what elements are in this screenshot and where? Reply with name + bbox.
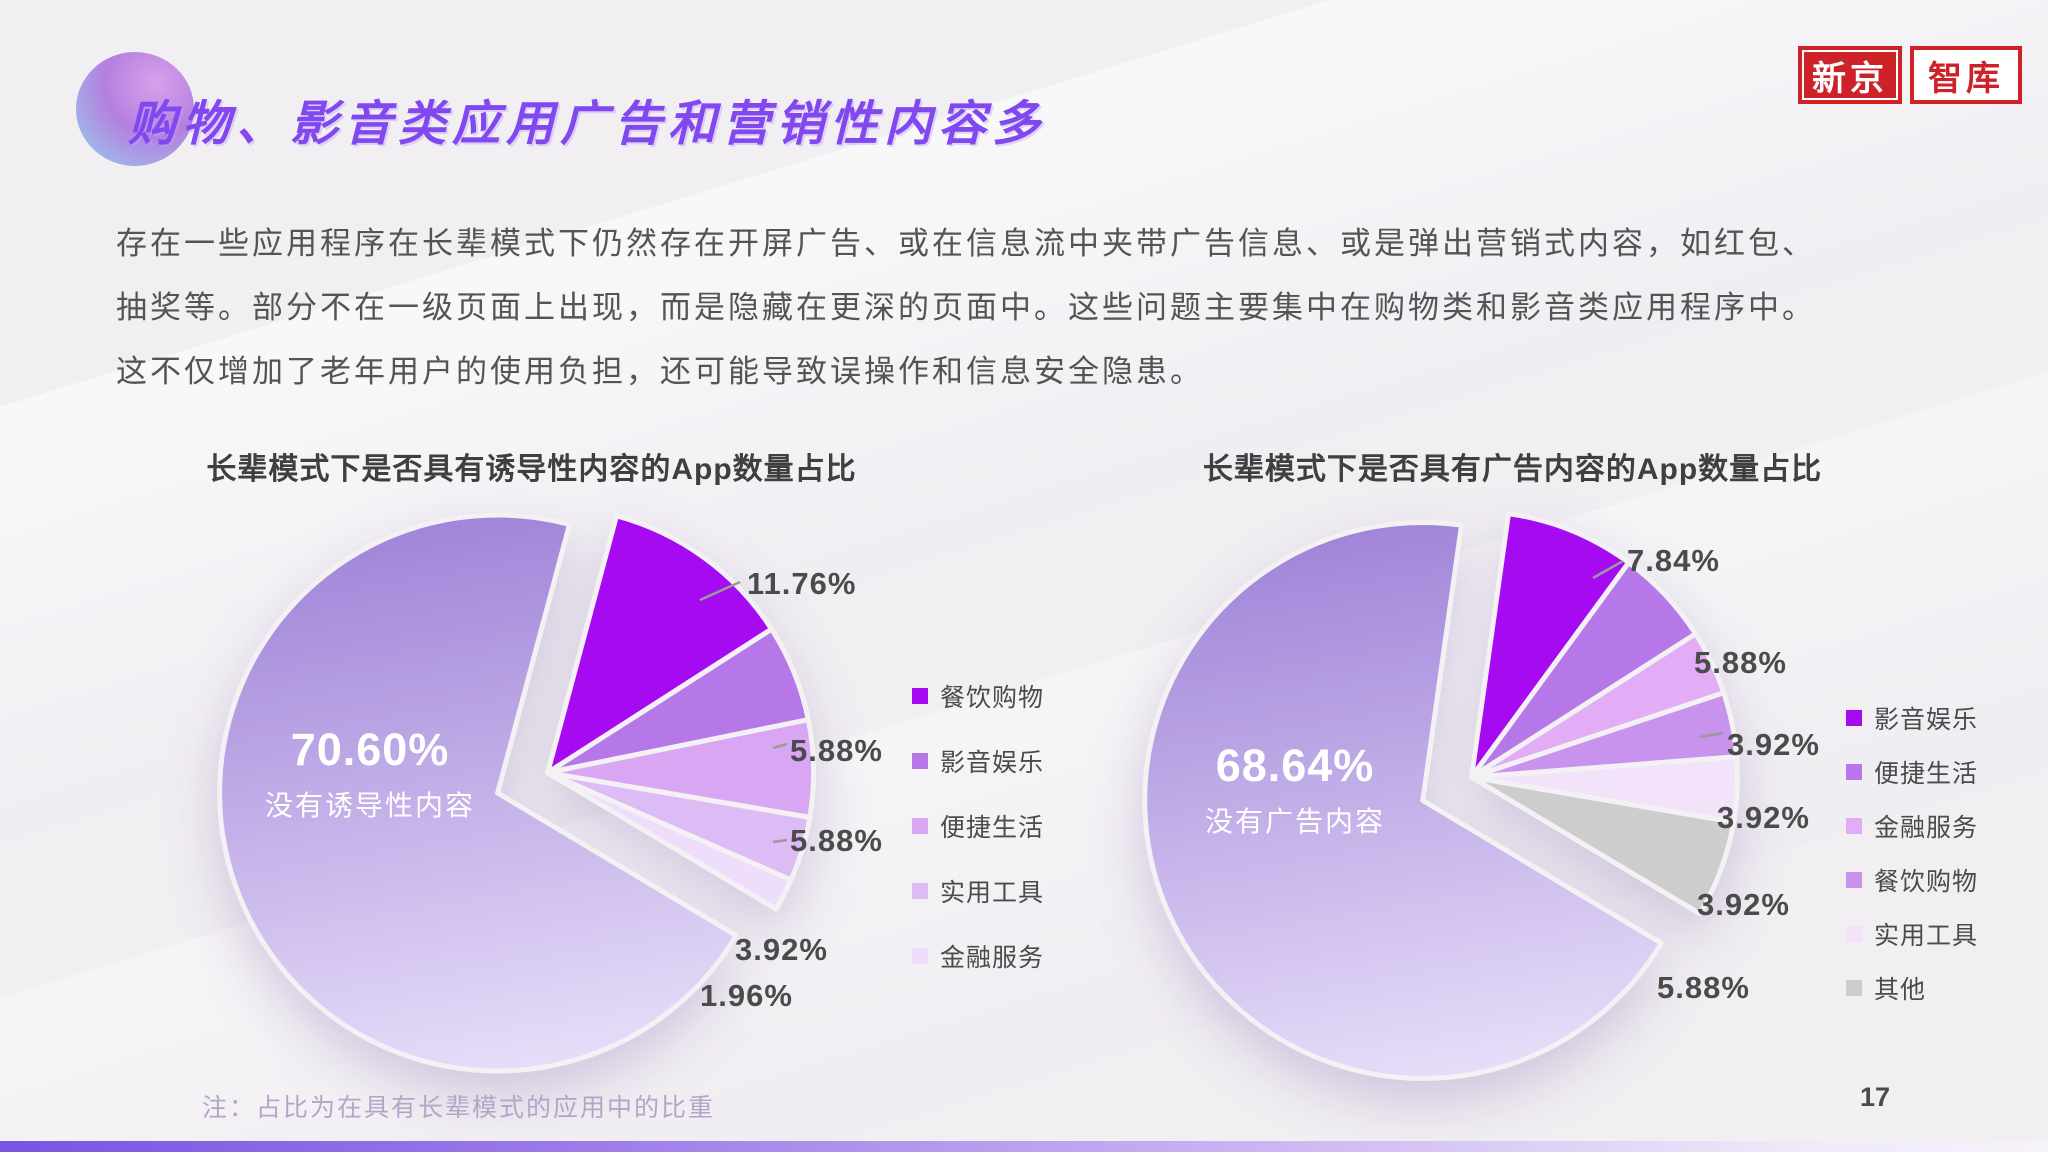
pie-slice-value-label: 3.92% (735, 932, 828, 967)
legend-item: 餐饮购物 (1846, 862, 1978, 898)
left-pie-legend: 餐饮购物影音娱乐便捷生活实用工具金融服务 (912, 678, 1044, 1003)
pie-slice (1469, 511, 1632, 780)
legend-swatch (1846, 926, 1862, 942)
legend-label: 金融服务 (940, 944, 1045, 972)
label-leader-line (1592, 559, 1624, 580)
right-pie-main-percent: 68.64% (1215, 740, 1375, 791)
legend-item: 影音娱乐 (912, 743, 1044, 779)
left-pie-main-percent: 70.60% (290, 724, 450, 775)
legend-item: 便捷生活 (912, 808, 1044, 844)
legend-label: 实用工具 (1874, 922, 1979, 950)
legend-swatch (1846, 764, 1862, 780)
page-title: 购物、影音类应用广告和营销性内容多 (128, 98, 1047, 151)
legend-swatch (912, 883, 928, 899)
legend-item: 其他 (1846, 970, 1978, 1006)
pie-slice-value-label: 5.88% (790, 733, 883, 768)
pie-slice (545, 770, 794, 912)
legend-swatch (1846, 710, 1862, 726)
right-pie-chart (1142, 511, 1740, 1081)
legend-swatch (912, 948, 928, 964)
legend-item: 金融服务 (912, 938, 1044, 974)
pie-slice-main (217, 512, 739, 1074)
legend-swatch (912, 818, 928, 834)
legend-swatch (1846, 818, 1862, 834)
label-leader-line (772, 838, 788, 844)
legend-label: 餐饮购物 (1874, 868, 1979, 896)
left-pie-center-label: 70.60% 没有诱导性内容 (242, 724, 498, 824)
pie-slice-value-label: 7.84% (1627, 543, 1720, 578)
left-pie-chart (217, 512, 817, 1074)
pie-slice-value-label: 1.96% (700, 978, 793, 1013)
legend-label: 影音娱乐 (1874, 706, 1979, 734)
legend-label: 实用工具 (940, 879, 1045, 907)
body-paragraph-line: 存在一些应用程序在长辈模式下仍然存在开屏广告、或在信息流中夹带广告信息、或是弹出… (116, 226, 1816, 261)
pie-slice-value-label: 3.92% (1697, 887, 1790, 922)
pie-slice (545, 513, 775, 776)
pie-slice-value-label: 5.88% (1694, 645, 1787, 680)
pie-slice-value-label: 3.92% (1727, 727, 1820, 762)
legend-label: 影音娱乐 (940, 749, 1045, 777)
legend-label: 餐饮购物 (940, 684, 1045, 712)
label-leader-line (772, 742, 788, 750)
right-pie-main-text: 没有广告内容 (1204, 806, 1385, 837)
legend-swatch (1846, 980, 1862, 996)
legend-item: 便捷生活 (1846, 754, 1978, 790)
pie-slice-value-label: 5.88% (790, 823, 883, 858)
bottom-gradient-bar (0, 1141, 2048, 1152)
label-leader-line (699, 580, 741, 602)
pie-slice-value-label: 5.88% (1657, 970, 1750, 1005)
body-paragraph-line: 抽奖等。部分不在一级页面上出现，而是隐藏在更深的页面中。这些问题主要集中在购物类… (116, 290, 1816, 325)
pie-slice-value-label: 11.76% (747, 566, 857, 601)
legend-swatch (912, 753, 928, 769)
left-chart-title: 长辈模式下是否具有诱导性内容的App数量占比 (206, 453, 857, 486)
legend-label: 便捷生活 (940, 814, 1045, 842)
legend-label: 便捷生活 (1874, 760, 1979, 788)
legend-label: 金融服务 (1874, 814, 1979, 842)
pie-slice (1469, 774, 1737, 917)
left-pie-main-text: 没有诱导性内容 (264, 790, 475, 821)
logo-right-box: 智库 (1910, 46, 2022, 104)
page-number: 17 (1860, 1082, 1891, 1112)
body-paragraph-line: 这不仅增加了老年用户的使用负担，还可能导致误操作和信息安全隐患。 (116, 354, 1204, 389)
pie-slice-main (1142, 519, 1664, 1081)
footnote: 注：占比为在具有长辈模式的应用中的比重 (202, 1094, 716, 1122)
legend-swatch (912, 688, 928, 704)
logo-left-box: 新京 (1798, 46, 1902, 104)
title-gradient-orb (76, 52, 194, 166)
right-chart-title: 长辈模式下是否具有广告内容的App数量占比 (1202, 453, 1823, 486)
pie-slice-value-label: 3.92% (1717, 800, 1810, 835)
legend-item: 餐饮购物 (912, 678, 1044, 714)
right-pie-legend: 影音娱乐便捷生活金融服务餐饮购物实用工具其他 (1846, 700, 1978, 1024)
legend-item: 影音娱乐 (1846, 700, 1978, 736)
label-leader-line (1699, 731, 1724, 739)
legend-item: 实用工具 (1846, 916, 1978, 952)
legend-label: 其他 (1874, 976, 1927, 1004)
legend-item: 实用工具 (912, 873, 1044, 909)
brand-logo: 新京 智库 (1798, 46, 2022, 104)
legend-swatch (1846, 872, 1862, 888)
right-pie-center-label: 68.64% 没有广告内容 (1165, 740, 1425, 840)
legend-item: 金融服务 (1846, 808, 1978, 844)
